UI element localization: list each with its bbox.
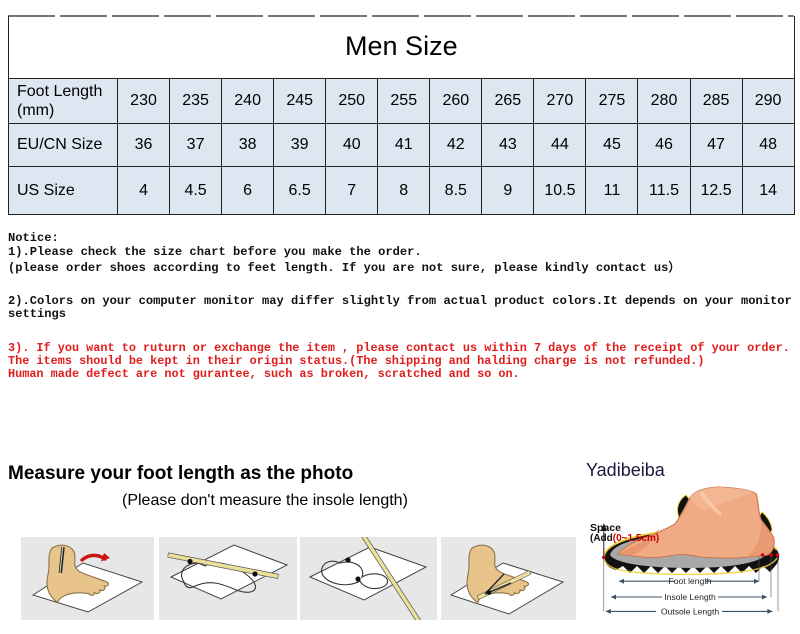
svg-text:Insole Length: Insole Length (664, 592, 716, 602)
svg-text:Foot length: Foot length (669, 576, 712, 586)
svg-text:Outsole Length: Outsole Length (661, 607, 720, 617)
